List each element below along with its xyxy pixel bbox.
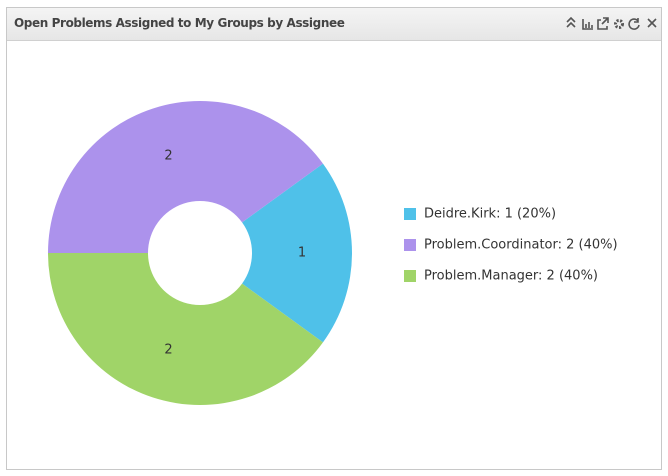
pie-slice <box>242 163 352 343</box>
widget-header: Open Problems Assigned to My Groups by A… <box>7 8 661 41</box>
pie-slice <box>48 253 323 406</box>
collapse-icon[interactable] <box>566 16 576 28</box>
widget-title: Open Problems Assigned to My Groups by A… <box>14 16 345 30</box>
open-icon[interactable] <box>597 17 609 30</box>
legend-label: Problem.Manager: 2 (40%) <box>424 269 598 284</box>
legend-swatch <box>404 239 416 251</box>
legend-label: Problem.Coordinator: 2 (40%) <box>424 238 618 253</box>
legend-swatch <box>404 270 416 282</box>
pie-slice <box>48 101 323 254</box>
legend-swatch <box>404 208 416 220</box>
icons <box>566 16 657 30</box>
data-label: 2 <box>164 343 172 358</box>
legend-label: Deidre.Kirk: 1 (20%) <box>424 207 556 222</box>
chart-icon[interactable] <box>582 19 593 30</box>
data-label: 1 <box>298 246 306 261</box>
close-icon[interactable] <box>647 18 657 28</box>
header-icons <box>566 16 657 30</box>
data-label: 2 <box>164 148 172 163</box>
settings-icon[interactable] <box>614 19 624 29</box>
refresh-icon[interactable] <box>628 18 640 30</box>
